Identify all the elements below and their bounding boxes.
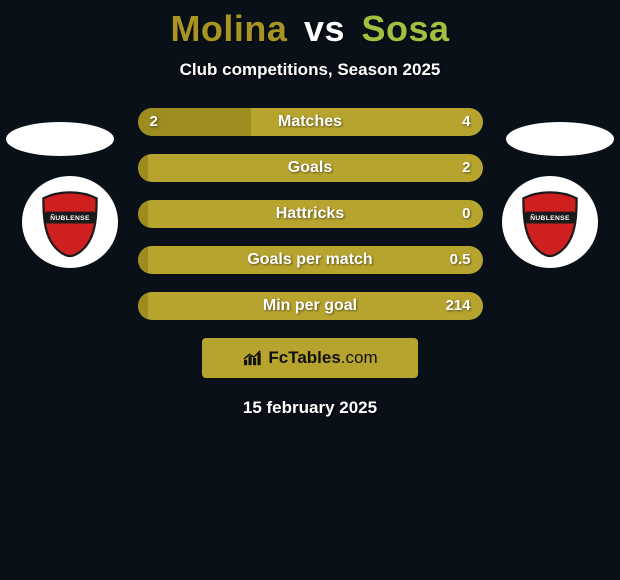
stat-right-value: 0.5	[450, 246, 471, 274]
player2-photo-placeholder	[506, 122, 614, 156]
stat-right-value: 0	[462, 200, 470, 228]
club-name-text: ÑUBLENSE	[50, 213, 90, 222]
badge-circle: ÑUBLENSE	[22, 176, 118, 268]
watermark: FcTables.com	[202, 338, 418, 378]
stat-label: Min per goal	[138, 292, 483, 320]
stat-label: Matches	[138, 108, 483, 136]
stat-bar-row: Hattricks0	[138, 200, 483, 228]
stat-bar-row: Goals per match0.5	[138, 246, 483, 274]
shield-icon: ÑUBLENSE	[33, 185, 107, 259]
shield-icon: ÑUBLENSE	[513, 185, 587, 259]
player1-photo-placeholder	[6, 122, 114, 156]
player1-name: Molina	[170, 8, 287, 49]
subtitle: Club competitions, Season 2025	[0, 60, 620, 80]
comparison-title: Molina vs Sosa	[0, 0, 620, 50]
watermark-brand: FcTables	[268, 348, 340, 368]
stat-right-value: 214	[445, 292, 470, 320]
stat-bars: 2Matches4Goals2Hattricks0Goals per match…	[138, 108, 483, 320]
stat-bar-row: Goals2	[138, 154, 483, 182]
watermark-text: FcTables.com	[268, 348, 377, 368]
stat-right-value: 2	[462, 154, 470, 182]
footer-date: 15 february 2025	[0, 398, 620, 418]
player1-club-badge: ÑUBLENSE	[22, 176, 118, 268]
stat-label: Goals per match	[138, 246, 483, 274]
stat-right-value: 4	[462, 108, 470, 136]
stat-bar-row: Min per goal214	[138, 292, 483, 320]
player2-club-badge: ÑUBLENSE	[502, 176, 598, 268]
badge-circle: ÑUBLENSE	[502, 176, 598, 268]
player2-name: Sosa	[362, 8, 450, 49]
watermark-domain: .com	[341, 348, 378, 368]
stats-stage: ÑUBLENSE ÑUBLENSE 2Matches4Goals2Hattric…	[0, 108, 620, 320]
vs-text: vs	[304, 8, 345, 49]
stat-label: Goals	[138, 154, 483, 182]
stat-bar-row: 2Matches4	[138, 108, 483, 136]
chart-icon	[242, 349, 264, 367]
stat-label: Hattricks	[138, 200, 483, 228]
club-name-text: ÑUBLENSE	[530, 213, 570, 222]
